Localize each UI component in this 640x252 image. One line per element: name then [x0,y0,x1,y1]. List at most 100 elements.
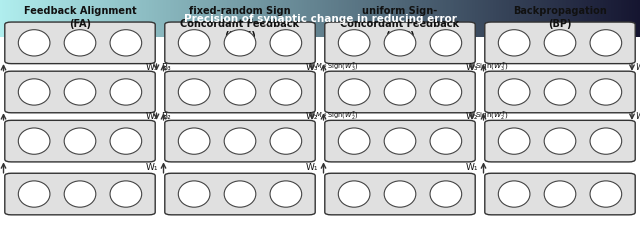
Bar [252,0,253,37]
Bar [486,0,489,37]
Text: W₃: W₃ [306,63,319,72]
Bar [467,0,469,37]
Bar [144,0,147,37]
Bar [0,0,3,37]
Ellipse shape [499,79,530,105]
Bar [389,0,391,37]
Bar [149,0,151,37]
Ellipse shape [384,128,416,154]
Bar [483,0,485,37]
Bar [374,0,376,37]
Bar [428,0,429,37]
Ellipse shape [270,79,301,105]
Bar [626,0,628,37]
Bar [578,0,580,37]
Bar [8,0,10,37]
Bar [468,0,471,37]
Bar [179,0,182,37]
Bar [214,0,216,37]
Bar [268,0,269,37]
Ellipse shape [64,79,96,105]
Bar [224,0,227,37]
Ellipse shape [590,30,621,56]
Bar [604,0,605,37]
Bar [461,0,463,37]
Bar [620,0,621,37]
FancyBboxPatch shape [324,120,475,162]
Bar [630,0,632,37]
Bar [442,0,444,37]
Bar [130,0,132,37]
Bar [280,0,282,37]
Bar [34,0,36,37]
Bar [618,0,620,37]
Bar [554,0,556,37]
Bar [517,0,519,37]
Bar [250,0,252,37]
Ellipse shape [64,181,96,207]
Bar [552,0,554,37]
Ellipse shape [110,30,141,56]
Bar [530,0,532,37]
Bar [490,0,492,37]
Bar [589,0,591,37]
Bar [128,0,131,37]
Bar [584,0,586,37]
Bar [53,0,55,37]
Bar [613,0,615,37]
Ellipse shape [224,30,256,56]
Bar [22,0,25,37]
Bar [506,0,508,37]
Bar [622,0,625,37]
Text: $\mathrm{Sign}(W_2^T)$: $\mathrm{Sign}(W_2^T)$ [475,110,508,123]
Bar [29,0,31,37]
Bar [239,0,241,37]
Bar [109,0,111,37]
Bar [408,0,410,37]
Bar [334,0,337,37]
Text: fixed-random Sign
Concordant Feedback
(frSF): fixed-random Sign Concordant Feedback (f… [180,6,300,41]
Bar [72,0,74,37]
Bar [524,0,525,37]
Bar [45,0,47,37]
Bar [406,0,408,37]
Ellipse shape [110,128,141,154]
Bar [168,0,170,37]
Bar [65,0,68,37]
Bar [588,0,589,37]
Bar [432,0,434,37]
Bar [518,0,521,37]
Bar [485,0,487,37]
Bar [507,0,509,37]
Bar [304,0,307,37]
Text: W₂: W₂ [306,112,319,121]
Ellipse shape [430,79,461,105]
Ellipse shape [499,181,530,207]
Bar [243,0,246,37]
Ellipse shape [430,128,461,154]
Bar [56,0,58,37]
Bar [48,0,51,37]
Bar [545,0,548,37]
Bar [31,0,33,37]
Bar [383,0,385,37]
Bar [571,0,573,37]
Bar [443,0,445,37]
Bar [262,0,265,37]
Bar [460,0,461,37]
Bar [165,0,167,37]
Bar [64,0,67,37]
Bar [581,0,583,37]
Ellipse shape [544,181,576,207]
Bar [355,0,357,37]
Bar [101,0,103,37]
Bar [504,0,506,37]
Bar [607,0,609,37]
Bar [544,0,547,37]
Bar [91,0,93,37]
Bar [400,0,402,37]
Bar [102,0,105,37]
Bar [326,0,329,37]
Bar [264,0,266,37]
Bar [514,0,516,37]
